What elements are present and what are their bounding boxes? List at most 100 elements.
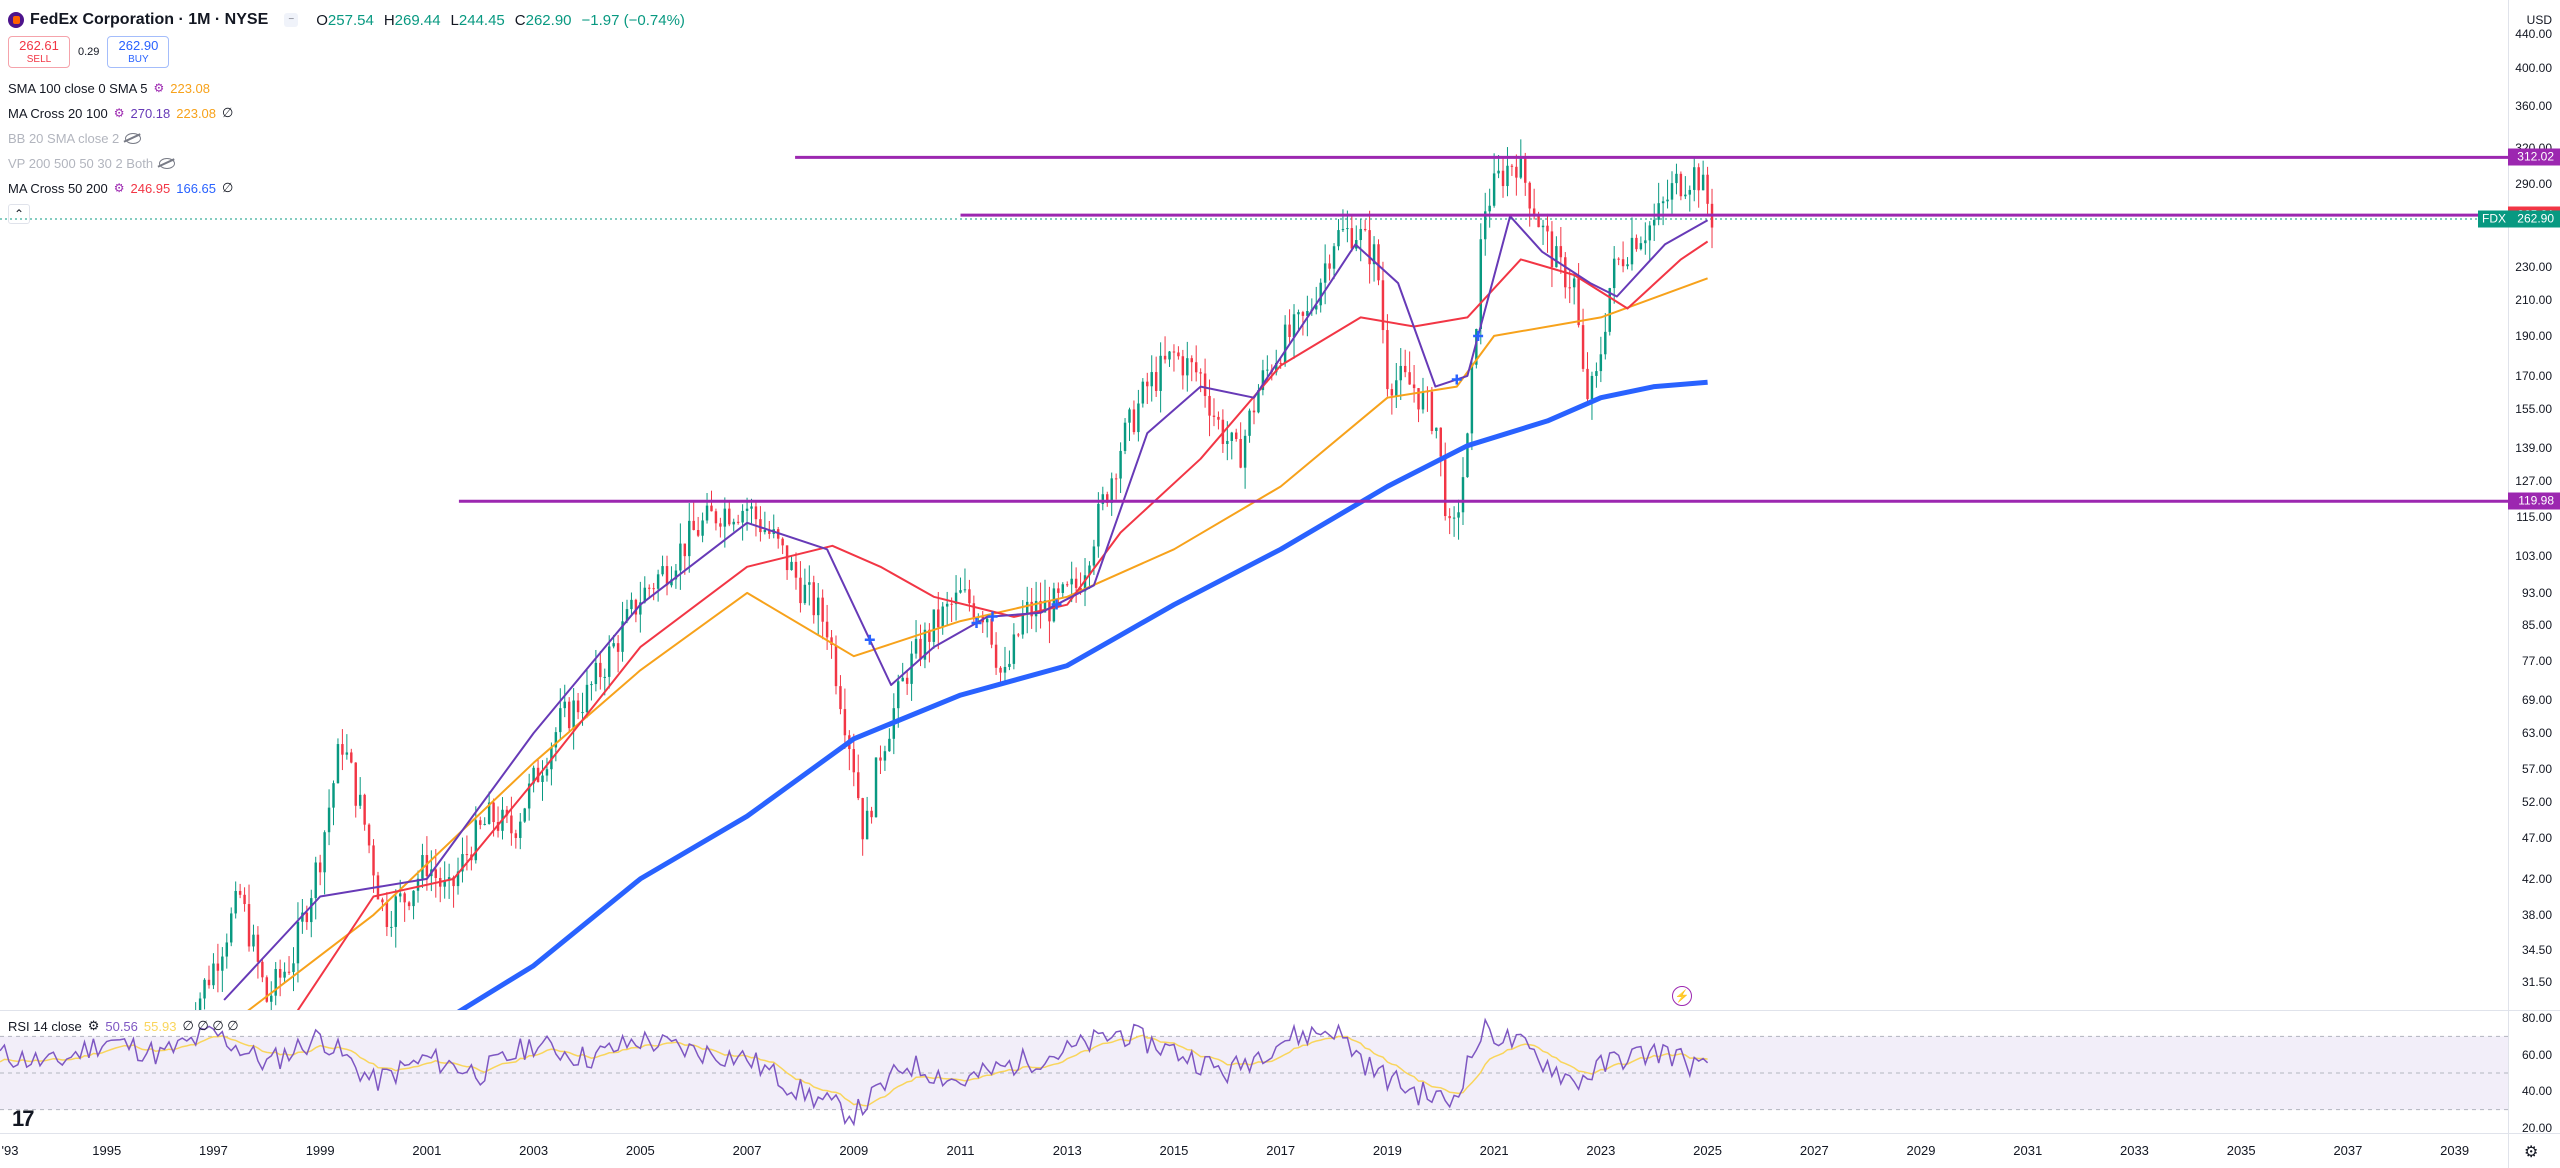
time-axis-label: 1995	[92, 1143, 122, 1158]
candle-body	[1203, 373, 1207, 396]
hidden-eye-icon[interactable]	[125, 132, 142, 144]
collapse-legend-button[interactable]: ⌃	[8, 204, 30, 224]
settings-icon[interactable]: ⚙	[113, 106, 125, 120]
time-axis-label: 2023	[1586, 1143, 1616, 1158]
candle-body	[901, 677, 904, 682]
candle-body	[816, 597, 820, 616]
candle-body	[221, 956, 224, 971]
candle-body	[1257, 390, 1260, 413]
candle-body	[972, 603, 976, 618]
candle-body	[323, 832, 326, 873]
candle-body	[1128, 409, 1131, 423]
candle-body	[1581, 325, 1585, 369]
sell-button[interactable]: 262.61 SELL	[8, 36, 70, 68]
candle-body	[1608, 288, 1611, 332]
candle-body	[519, 821, 522, 838]
candle-body	[1386, 330, 1389, 390]
indicator-legend-row[interactable]: VP 200 500 50 30 2 Both	[8, 154, 176, 172]
candle-body	[1252, 410, 1256, 413]
candle-body	[1648, 225, 1651, 241]
time-axis-label: 2031	[2013, 1143, 2043, 1158]
more-icon[interactable]: −	[284, 13, 299, 27]
settings-gear-icon[interactable]: ⚙	[2524, 1144, 2539, 1161]
candle-body	[230, 913, 233, 943]
candle-body	[1226, 440, 1229, 444]
lightning-icon[interactable]: ⚡	[1672, 986, 1692, 1006]
price-tag: 312.02	[2508, 148, 2560, 166]
candle-body	[1261, 370, 1265, 391]
candle-body	[1635, 237, 1638, 250]
candle-body	[874, 757, 878, 818]
candle-body	[1283, 324, 1287, 363]
candle-body	[483, 823, 486, 825]
candle-body	[1701, 174, 1705, 191]
candle-body	[554, 732, 558, 748]
candle-body	[1363, 228, 1367, 231]
price-axis-label: 34.50	[2521, 942, 2552, 957]
time-axis-label: 2013	[1052, 1143, 1082, 1158]
candle-body	[479, 820, 482, 825]
time-axis-label: 2029	[1906, 1143, 1936, 1158]
candle-body	[616, 643, 620, 652]
candle-body	[1217, 416, 1220, 420]
candle-body	[1506, 165, 1509, 187]
candle-body	[487, 802, 491, 824]
candle-body	[358, 794, 362, 806]
indicator-legend-row[interactable]: MA Cross 50 200 ⚙ 246.95 166.65 ∅	[8, 179, 233, 197]
candle-body	[1092, 546, 1096, 566]
candle-body	[1275, 362, 1278, 373]
candle-body	[510, 815, 513, 834]
candle-body	[350, 752, 353, 763]
candle-body	[985, 618, 989, 623]
hidden-eye-icon[interactable]	[159, 157, 176, 169]
candle-body	[434, 869, 438, 878]
candle-body	[954, 592, 958, 605]
candle-body	[665, 566, 669, 586]
candle-body	[754, 506, 758, 520]
candle-body	[621, 621, 624, 652]
settings-icon[interactable]: ⚙	[153, 81, 165, 95]
candle-body	[1679, 173, 1683, 197]
indicator-value: 270.18	[130, 105, 171, 121]
candle-body	[1590, 375, 1594, 400]
candle-body	[1693, 167, 1696, 190]
candle-body	[634, 599, 638, 615]
candle-body	[1141, 381, 1145, 404]
candle-body	[643, 587, 647, 603]
candle-body	[612, 643, 615, 647]
candle-body	[1572, 278, 1576, 288]
rsi-pane[interactable]	[0, 1013, 2508, 1133]
candle-body	[1301, 312, 1305, 316]
candle-body	[1475, 328, 1478, 365]
settings-icon[interactable]: ⚙	[87, 1018, 100, 1033]
candle-body	[1706, 174, 1709, 204]
time-axis-label: 1997	[198, 1143, 228, 1158]
price-chart[interactable]	[0, 0, 2508, 1010]
indicator-legend-row[interactable]: BB 20 SMA close 2	[8, 129, 142, 147]
candle-body	[243, 894, 246, 905]
symbol-title[interactable]: FedEx Corporation · 1M · NYSE	[30, 11, 269, 28]
indicator-legend-row[interactable]: SMA 100 close 0 SMA 5 ⚙ 223.08	[8, 79, 210, 97]
candle-body	[1510, 165, 1514, 167]
candle-body	[1137, 403, 1140, 433]
candle-body	[937, 609, 940, 628]
candle-body	[403, 893, 406, 903]
candle-body	[247, 904, 251, 947]
price-axis[interactable]: 440.00400.00360.00320.00290.00260.00230.…	[2508, 0, 2560, 1135]
candle-body	[732, 521, 735, 525]
candle-body	[688, 520, 691, 557]
candle-body	[1159, 355, 1162, 391]
indicator-legend-row[interactable]: MA Cross 20 100 ⚙ 270.18 223.08 ∅	[8, 104, 233, 122]
candle-body	[1666, 199, 1669, 202]
candle-body	[1501, 170, 1505, 187]
candle-body	[563, 701, 566, 709]
settings-icon[interactable]: ⚙	[113, 181, 125, 195]
candle-body	[1497, 170, 1500, 174]
candle-body	[1532, 208, 1536, 217]
price-tag: 119.98	[2508, 492, 2560, 510]
buy-button[interactable]: 262.90 BUY	[107, 36, 170, 68]
candle-body	[652, 588, 655, 590]
indicator-extra: ∅	[222, 180, 234, 195]
time-axis[interactable]: '93 1995 1997 1999 2001 2003 2005 2007 2009 2011 2…	[0, 1133, 2508, 1168]
candle-body	[394, 896, 397, 927]
